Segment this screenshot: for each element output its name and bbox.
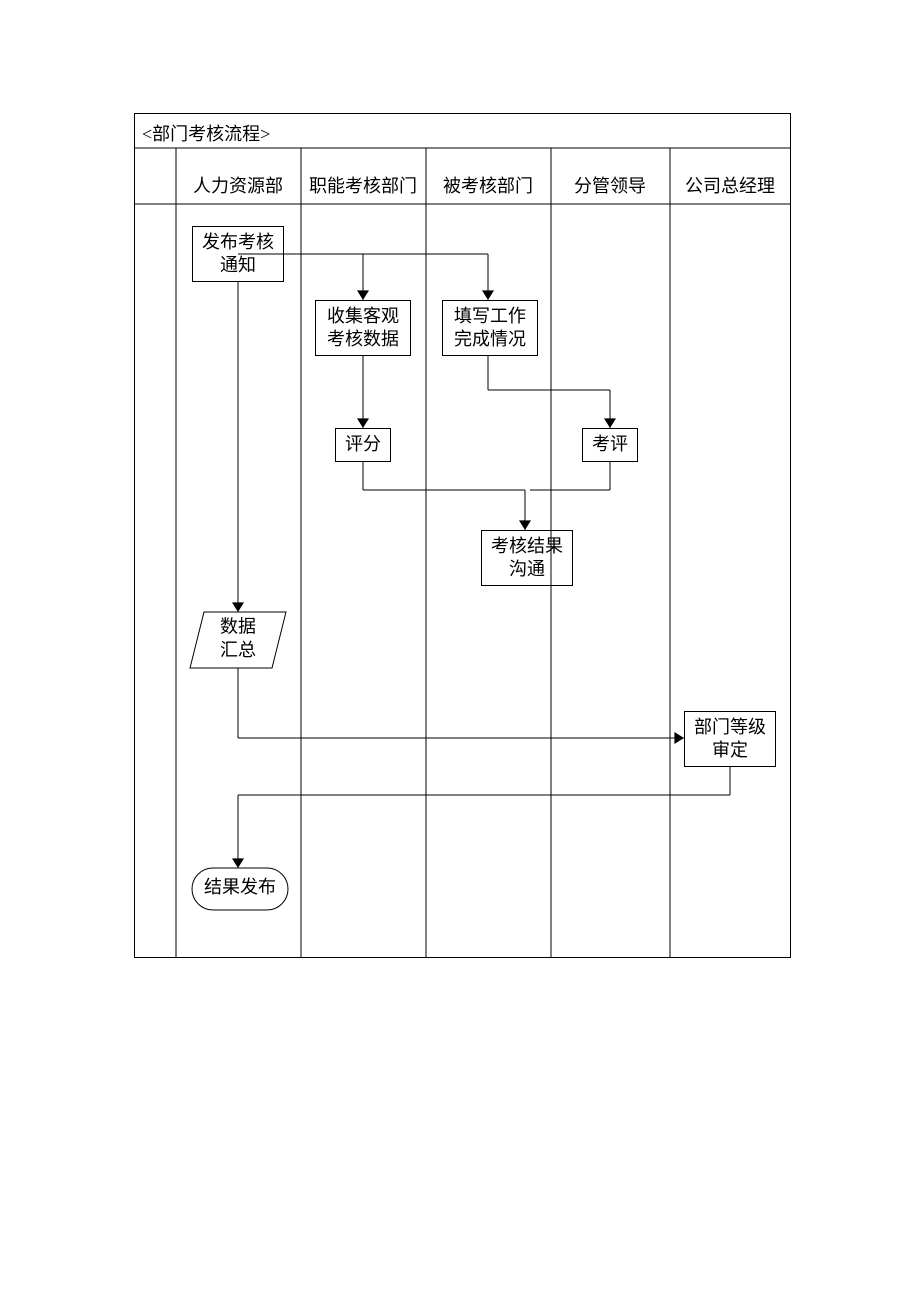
flow-node: 收集客观考核数据	[315, 300, 411, 356]
lane-header: 人力资源部	[178, 172, 298, 198]
diagram-canvas: <部门考核流程> 人力资源部职能考核部门被考核部门分管领导公司总经理 发布考核通…	[0, 0, 920, 1302]
diagram-title: <部门考核流程>	[142, 120, 270, 146]
flow-node: 考核结果沟通	[481, 530, 573, 586]
lane-header: 公司总经理	[670, 172, 790, 198]
flow-node: 考评	[582, 428, 638, 462]
lane-header: 被考核部门	[428, 172, 548, 198]
lane-header: 职能考核部门	[303, 172, 423, 198]
flow-node: 发布考核通知	[192, 226, 284, 282]
lane-header: 分管领导	[550, 172, 670, 198]
flow-node: 填写工作完成情况	[442, 300, 538, 356]
flow-node: 部门等级审定	[684, 711, 776, 767]
flow-node: 评分	[335, 428, 391, 462]
